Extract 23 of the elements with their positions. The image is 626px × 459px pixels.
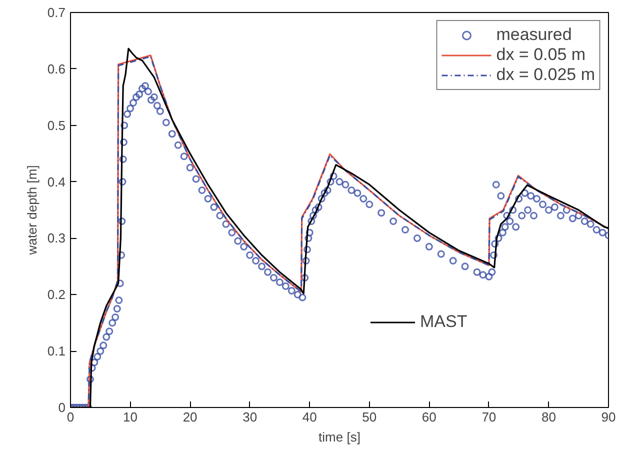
x-tick-label: 20	[182, 410, 198, 424]
y-tick-label: 0.4	[47, 174, 66, 190]
x-tick-label: 90	[601, 410, 616, 424]
y-tick-label: 0.6	[47, 61, 66, 76]
y-tick-label: 0	[58, 400, 66, 415]
legend-label: dx = 0.05 m	[496, 45, 586, 65]
x-axis-title: time [s]	[318, 430, 360, 444]
y-tick-label: 0.7	[47, 5, 66, 20]
x-tick-label: 50	[362, 410, 377, 424]
x-tick-label: 30	[242, 410, 258, 424]
y-axis-title: water depth [m]	[24, 165, 40, 256]
legend-label: measured	[496, 25, 572, 45]
legend-label: dx = 0.025 m	[496, 65, 595, 85]
x-tick-label: 80	[541, 410, 556, 424]
y-tick-label: 0.1	[47, 344, 66, 359]
x-tick-label: 40	[302, 410, 317, 424]
y-tick-label: 0.2	[47, 287, 66, 302]
x-tick-label: 70	[482, 410, 496, 424]
y-tick-label: 0.5	[47, 118, 66, 133]
x-tick-label: 60	[422, 410, 436, 424]
legend-label: MAST	[420, 312, 468, 332]
y-tick-label: 0.3	[47, 230, 66, 246]
x-tick-label: 10	[123, 410, 138, 424]
